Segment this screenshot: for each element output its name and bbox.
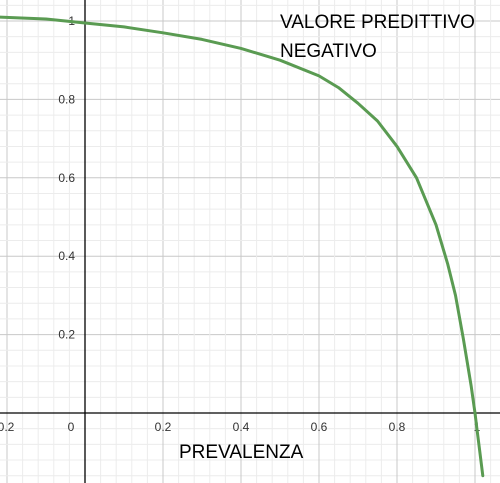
y-tick-label: 0.4 — [58, 249, 75, 263]
x-tick-label: 0.6 — [311, 420, 328, 434]
tick-labels: 0.2 0 0.2 0.4 0.6 0.8 10.20.40.60.81 — [0, 14, 481, 434]
x-axis-label: PREVALENZA — [179, 442, 304, 463]
y-tick-label: 0.8 — [58, 92, 75, 106]
x-tick-label: 0.4 — [233, 420, 250, 434]
x-tick-label: 0.2 — [155, 420, 172, 434]
x-tick-label: 0.2 — [0, 420, 15, 434]
x-tick-label: 0.8 — [389, 420, 406, 434]
x-tick-label: 0 — [68, 420, 75, 434]
chart-title-line-1: VALORE PREDITTIVO — [280, 12, 475, 33]
chart-title-line-2: NEGATIVO — [280, 41, 377, 62]
y-tick-label: 0.2 — [58, 328, 75, 342]
series-line-0 — [0, 15, 485, 478]
series-lines — [0, 15, 485, 478]
y-tick-label: 0.6 — [58, 171, 75, 185]
